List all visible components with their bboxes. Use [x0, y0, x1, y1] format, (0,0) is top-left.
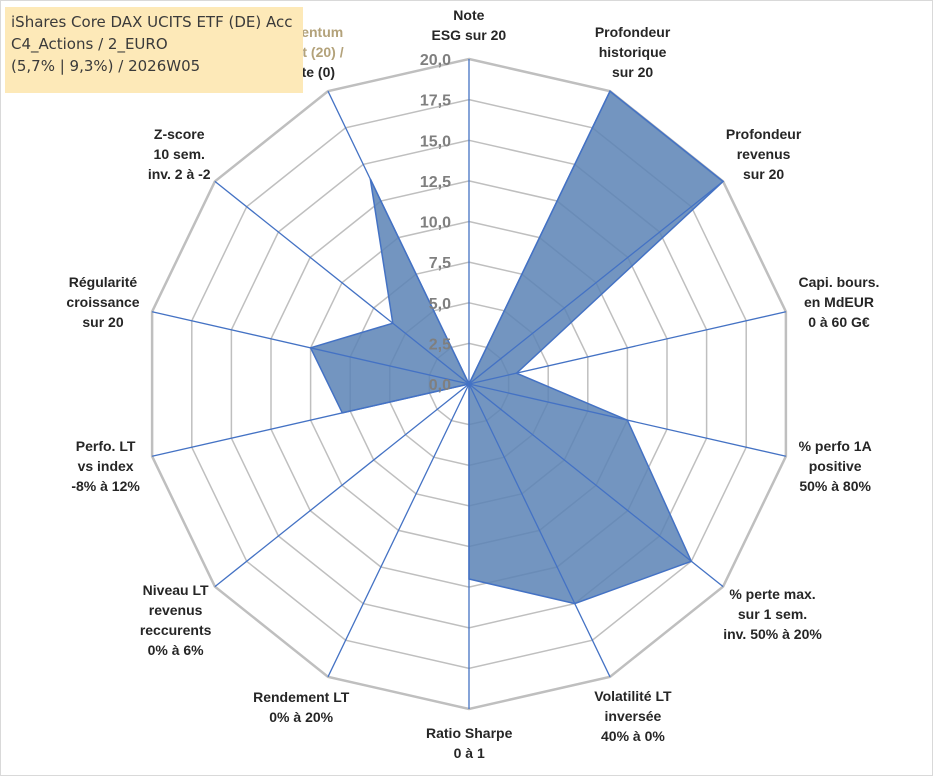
axis-label-line: Rendement LT [253, 689, 350, 706]
axis-label-line: reccurents [139, 622, 212, 639]
tick-label: 5,0 [429, 296, 451, 313]
axis-label-line: vs index [77, 458, 134, 475]
axis-spoke [468, 180, 724, 385]
axis-label-line: 0 à 60 G€ [808, 313, 870, 330]
axis-label-line: sur 20 [82, 313, 124, 330]
axis-label-line: Régularité [68, 273, 138, 290]
axis-label-line: Profondeur [725, 125, 802, 142]
axis-spoke [468, 383, 724, 588]
tick-label: 7,5 [429, 255, 451, 272]
axis-label: Rendement LT 0% à 20% [253, 687, 349, 727]
axis-label-line: Note [453, 7, 485, 23]
axis-label-line: sur 1 sem. [737, 606, 808, 623]
axis-label-line: inversée [604, 708, 662, 725]
axis-label-line: Niveau LT [142, 582, 209, 599]
axis-label-line: historique [598, 43, 667, 60]
axis-label-line: 0% à 6% [147, 642, 204, 659]
radar-tick-labels: 0,0 2,5 5,0 7,5 10,0 12,5 15,0 17,5 20,0 [420, 52, 451, 394]
axis-label-line: croissance [66, 293, 140, 310]
tick-label: 17,5 [420, 93, 451, 110]
series-area [309, 90, 725, 605]
axis-spoke [151, 383, 470, 457]
axis-label-line: inv. 2 à -2 [147, 165, 211, 182]
axis-spoke [468, 311, 787, 385]
axis-label-line: Perfo. LT [75, 438, 136, 455]
fund-name: iShares Core DAX UCITS ETF (DE) Acc [11, 13, 293, 31]
axis-spoke [327, 383, 470, 678]
axis-label-line: ESG sur 20 [431, 27, 507, 43]
tick-label: 12,5 [420, 174, 451, 191]
axis-label: Profondeur revenus sur 20 [726, 124, 801, 184]
axis-spoke [214, 383, 470, 588]
axis-label: Note ESG sur 20 [432, 5, 507, 45]
axis-label: Profondeur historique sur 20 [595, 22, 670, 82]
axis-label: % perfo 1A positive 50% à 80% [799, 436, 872, 496]
tick-label: 20,0 [420, 52, 451, 69]
axis-spoke [327, 90, 470, 385]
axis-label-line: -8% à 12% [71, 478, 140, 495]
axis-label: Régularité croissance sur 20 [66, 272, 139, 332]
axis-label-line: 0% à 20% [269, 709, 334, 726]
tick-label: 2,5 [429, 336, 451, 353]
axis-label-line: Z-score [153, 125, 205, 142]
axis-label-line: inv. 50% à 20% [723, 626, 822, 643]
axis-spoke [468, 90, 611, 385]
axis-label-line: positive [808, 458, 862, 475]
axis-label: Ratio Sharpe 0 à 1 [426, 723, 512, 763]
radar-spokes [151, 59, 787, 709]
tick-label: 15,0 [420, 133, 451, 150]
fund-stats-week: (5,7% | 9,3%) / 2026W05 [11, 57, 201, 75]
tick-label: 0,0 [429, 377, 451, 394]
axis-label-line: Capi. bours. [798, 273, 880, 290]
axis-label: Volatilité LT inversée 40% à 0% [594, 686, 671, 746]
axis-label: Capi. bours. en MdEUR 0 à 60 G€ [798, 272, 879, 332]
axis-label-line: 0 à 1 [453, 745, 485, 761]
axis-label-line: 10 sem. [153, 145, 205, 162]
axis-label-line: % perfo 1A [798, 438, 872, 455]
axis-spoke [214, 180, 470, 385]
axis-label: Z-score 10 sem. inv. 2 à -2 [148, 124, 211, 184]
axis-spoke [468, 383, 787, 457]
fund-info-box: iShares Core DAX UCITS ETF (DE) Acc C4_A… [5, 7, 303, 93]
axis-label: Perfo. LT vs index -8% à 12% [71, 436, 139, 496]
axis-label-line: sur 20 [742, 165, 785, 182]
axis-spoke [151, 311, 470, 385]
radar-series [309, 90, 725, 605]
axis-label-line: 40% à 0% [601, 728, 665, 745]
fund-category: C4_Actions / 2_EURO [11, 35, 168, 53]
tick-label: 10,0 [420, 215, 451, 232]
axis-label-line: Volatilité LT [594, 688, 672, 705]
axis-label-line: revenus [736, 145, 791, 162]
axis-label-line: en MdEUR [803, 293, 874, 310]
axis-label-line: sur 20 [611, 63, 654, 80]
axis-label-line: Profondeur [594, 23, 671, 40]
axis-label-line: % perte max. [729, 586, 816, 603]
axis-label-line: revenus [148, 602, 203, 619]
axis-label-line: Ratio Sharpe [426, 725, 513, 741]
axis-label-line: 50% à 80% [799, 478, 871, 495]
axis-label: Niveau LT revenus reccurents 0% à 6% [140, 580, 212, 660]
axis-label: % perte max. sur 1 sem. inv. 50% à 20% [723, 584, 822, 644]
axis-spoke [468, 383, 611, 678]
